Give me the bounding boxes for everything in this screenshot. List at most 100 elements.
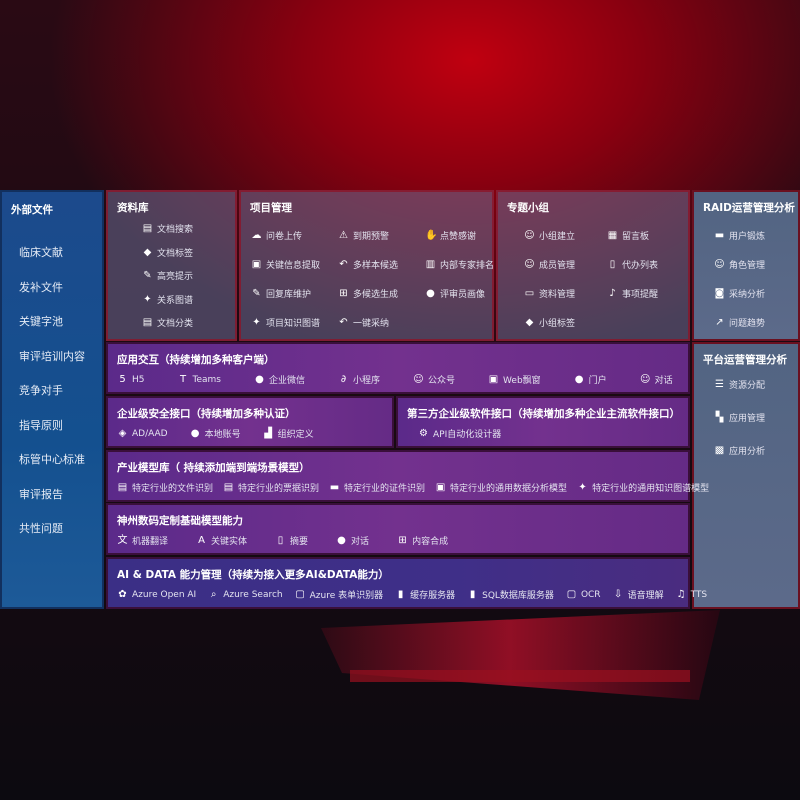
item-translate[interactable]: 文机器翻译 (117, 534, 169, 547)
item-pen[interactable]: ✎ 高亮提示 (142, 269, 193, 282)
item-alarm[interactable]: ⚠ 到期预警 (338, 229, 389, 242)
item-clipboard[interactable]: ▯ 代办列表 (607, 258, 658, 271)
item-chat[interactable]: ● 对话 (336, 534, 369, 547)
item-database[interactable]: ▮ SQL数据库服务器 (467, 588, 554, 601)
item-label: 缓存服务器 (410, 591, 456, 601)
item-user-add[interactable]: ☺ 成员管理 (524, 258, 575, 271)
item-teams[interactable]: T Teams (178, 373, 221, 386)
item-label: 特定行业的通用数据分析模型 (450, 484, 568, 494)
item-analysis[interactable]: ▩ 应用分析 (714, 444, 765, 457)
user-icon: ● (426, 288, 435, 299)
pen-icon: ✎ (143, 270, 152, 281)
user-add-icon: ☺ (524, 259, 535, 270)
item-graph[interactable]: ✦ 特定行业的通用知识图谱模型 (577, 481, 709, 494)
item-checklist[interactable]: ☰ 资源分配 (714, 378, 765, 391)
item-receipt[interactable]: ▤ 特定行业的票据识别 (223, 481, 319, 494)
item-label: 点赞感谢 (440, 232, 477, 242)
item-users[interactable]: ☺ 角色管理 (714, 258, 765, 271)
item-id-card[interactable]: ▬ 用户锻炼 (714, 229, 765, 242)
item-window[interactable]: ▣ Web飘窗 (488, 373, 541, 386)
app-panel: 应用交互（持续增加多种客户端） 5 H5 T Teams ● 企业微信 ∂ 小程序 ☺ 公众号 ▣ We… (106, 342, 690, 394)
item-ad[interactable]: ◈ AD/AAD (117, 427, 168, 440)
item-doc[interactable]: ▯ 摘要 (275, 534, 308, 547)
item-window[interactable]: ▣ 关键信息提取 (251, 258, 320, 271)
item-reply[interactable]: ↶ 一键采纳 (338, 316, 389, 329)
cloud-upload-icon: ☁ (251, 230, 262, 241)
item-trend[interactable]: ↗ 问题趋势 (714, 316, 765, 329)
item-thumbs-up[interactable]: ✋ 点赞感谢 (425, 229, 476, 242)
item-label: 应用分析 (729, 447, 766, 457)
item-label: 多候选生成 (353, 290, 399, 300)
aidata-panel: AI & DATA 能力管理（持续为接入更多AI&DATA能力） ✿ Azure O… (106, 557, 707, 609)
item-portal[interactable]: ● 门户 (574, 373, 607, 386)
item-user[interactable]: ● 本地账号 (190, 427, 241, 440)
item-miniprogram[interactable]: ∂ 小程序 (338, 373, 380, 386)
item-users[interactable]: ☺ 小组建立 (524, 229, 575, 242)
external-item[interactable]: 临床文献 (19, 246, 63, 259)
item-file[interactable]: ▤ 特定行业的文件识别 (117, 481, 213, 494)
item-cloud-upload[interactable]: ☁ 问卷上传 (251, 229, 303, 242)
external-item[interactable]: 审评培训内容 (19, 349, 85, 363)
item-chart[interactable]: ▣ 特定行业的通用数据分析模型 (435, 481, 567, 494)
item-chat-users[interactable]: ☺ 对话 (640, 373, 673, 386)
item-label: 语音理解 (627, 591, 664, 601)
external-item[interactable]: 竞争对手 (19, 384, 63, 397)
item-label: API自动化设计器 (433, 430, 502, 440)
external-item[interactable]: 共性问题 (19, 522, 63, 535)
item-label: 采纳分析 (729, 290, 766, 300)
item-graph[interactable]: ✦ 项目知识图谱 (251, 316, 320, 329)
panel-title: 平台运营管理分析 (703, 354, 787, 366)
item-server[interactable]: ▮ 缓存服务器 (395, 588, 455, 601)
external-item[interactable]: 标管中心标准 (19, 453, 85, 466)
chat-users-icon: ☺ (639, 374, 651, 385)
org-icon: ▟ (264, 428, 272, 439)
graph-icon: ✦ (578, 482, 587, 493)
item-label: 应用管理 (729, 414, 766, 424)
external-item[interactable]: 关键字池 (19, 315, 63, 328)
item-graph[interactable]: ✦ 关系图谱 (142, 293, 193, 306)
portal-icon: ● (574, 374, 584, 385)
item-search[interactable]: ⌕ Azure Search (208, 588, 283, 601)
item-label: 到期预警 (353, 232, 390, 242)
item-qa[interactable]: ◙ 采纳分析 (714, 287, 765, 300)
item-ocr[interactable]: ▢ OCR (566, 588, 601, 601)
item-folder[interactable]: ▭ 资料管理 (524, 287, 575, 300)
item-apps[interactable]: ▚ 应用管理 (714, 411, 765, 424)
project-panel: 项目管理 ☁ 问卷上传 ⚠ 到期预警 ✋ 点赞感谢 ▣ 关键信息提取 ↶ 多样本候选 ▥ 内部专家排名 ✎… (239, 190, 494, 341)
item-label: 机器翻译 (132, 537, 169, 547)
item-form[interactable]: ▢ Azure 表单识别器 (295, 588, 383, 601)
item-ranking[interactable]: ▥ 内部专家排名 (425, 258, 494, 271)
item-wecom[interactable]: ● 企业微信 (254, 373, 305, 386)
apps-icon: ▚ (715, 412, 724, 423)
item-puzzle[interactable]: ⊞ 内容合成 (397, 534, 448, 547)
item-entity[interactable]: A 关键实体 (196, 534, 247, 547)
item-label: Teams (192, 374, 221, 385)
item-user[interactable]: ● 评审员画像 (425, 287, 485, 300)
item-bbs[interactable]: ▦ 留言板 (607, 229, 649, 242)
item-org[interactable]: ▟ 组织定义 (263, 427, 313, 440)
translate-icon: 文 (117, 535, 128, 546)
item-gear[interactable]: ⚙ API自动化设计器 (418, 427, 501, 440)
item-puzzle[interactable]: ⊞ 多候选生成 (338, 287, 398, 300)
item-tag[interactable]: ◆ 小组标签 (524, 316, 575, 329)
item-edit[interactable]: ✎ 回复库维护 (251, 287, 311, 300)
item-bell[interactable]: ♪ 事项提醒 (607, 287, 658, 300)
item-label: 代办列表 (622, 261, 659, 271)
item-reply[interactable]: ↶ 多样本候选 (338, 258, 398, 271)
tag-icon: ◆ (525, 317, 534, 328)
item-tts[interactable]: ♫ TTS (676, 588, 708, 601)
panel-title: 专题小组 (507, 202, 549, 214)
item-label: 关系图谱 (157, 295, 194, 306)
item-voice[interactable]: ⇩ 语音理解 (613, 588, 664, 601)
item-users[interactable]: ☺ 公众号 (413, 373, 455, 386)
item-doc-search[interactable]: ▤ 文档搜索 (142, 222, 193, 235)
external-item[interactable]: 指导原则 (19, 418, 63, 432)
item-tag[interactable]: ◆ 文档标签 (142, 246, 193, 259)
external-item[interactable]: 发补文件 (19, 280, 63, 294)
item-html5[interactable]: 5 H5 (117, 373, 144, 386)
item-doc-list[interactable]: ▤ 文档分类 (142, 316, 193, 329)
item-openai[interactable]: ✿ Azure Open AI (117, 588, 196, 601)
external-item[interactable]: 审评报告 (19, 487, 63, 501)
item-id-card[interactable]: ▬ 特定行业的证件识别 (329, 481, 425, 494)
panel-title: 第三方企业级软件接口（持续增加多种企业主流软件接口） (407, 408, 680, 420)
